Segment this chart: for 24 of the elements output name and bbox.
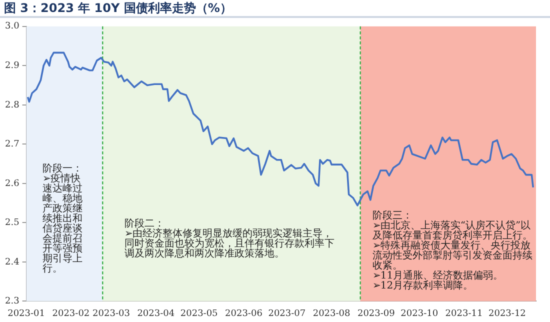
x-tick-label: 2023-09	[357, 308, 396, 319]
x-tick-label: 2023-10	[400, 308, 438, 319]
x-tick-label: 2023-08	[312, 308, 351, 319]
y-tick-label: 2.9	[4, 61, 20, 71]
x-tick-label: 2023-05	[180, 308, 218, 319]
y-tick-label: 3.0	[4, 22, 20, 32]
y-tick-label: 2.4	[4, 257, 20, 268]
y-tick-label: 2.8	[4, 100, 20, 110]
x-tick-label: 2023-02	[52, 308, 90, 319]
x-tick-label: 2023-11	[445, 308, 483, 319]
y-tick-label: 2.6	[4, 178, 20, 189]
y-tick-label: 2.3	[4, 296, 20, 307]
x-tick-label: 2023-12	[488, 308, 526, 319]
text: 阶段一： ➢疫情快速达峰过峰、稳地产政策继续推出和信贷座谈会提前召开等强预期引导上行。	[42, 163, 82, 274]
x-tick-label: 2023-04	[137, 308, 175, 319]
y-tick-label: 2.7	[4, 140, 20, 150]
x-tick-label: 2023-07	[268, 308, 306, 319]
band-label: 阶段二： ➢由经济整体修复明显放缓的弱现实逻辑主导，同时资金面也较为宽松，且伴有银行存款利率下调及两次降息和两次降准政策落地。	[124, 217, 335, 260]
x-tick-label: 2023-03	[92, 308, 130, 319]
chart-title: 图 3：2023 年 10Y 国债利率走势（%）	[0, 0, 550, 18]
y-tick-label: 2.5	[4, 218, 20, 228]
x-tick-label: 2023-01	[8, 308, 46, 319]
x-tick-label: 2023-06	[225, 308, 263, 319]
band-label: 阶段三： ➢由北京、上海落实“认房不认贷”以及降低存量首套房贷利率开启上行。 ➢特殊再融资债大量发行、央行投放流动性受外部掣肘等引发资金面持续收紧。 ➢11月通胀、经济数据偏弱。 ➢12月存款利率调降。	[372, 210, 532, 292]
